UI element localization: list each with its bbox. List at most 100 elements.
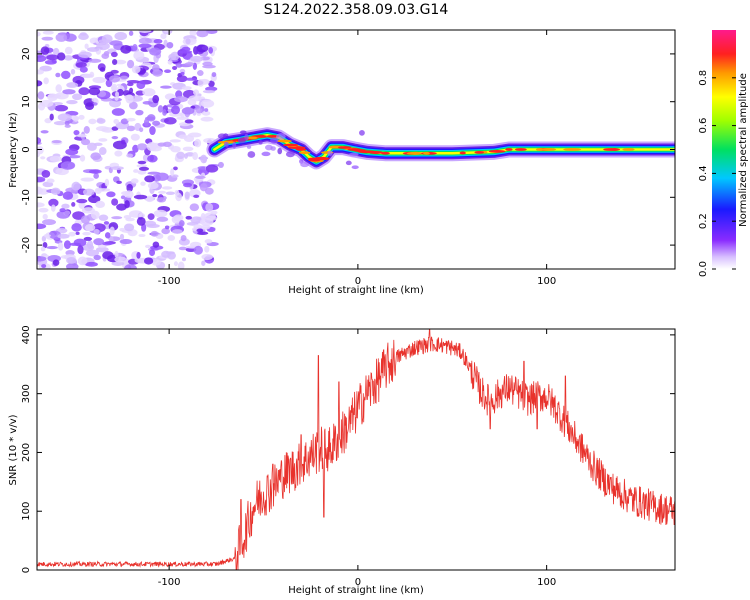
noise-blob	[204, 108, 209, 112]
noise-blob	[64, 120, 70, 126]
noise-blob	[153, 209, 168, 218]
noise-blob	[37, 202, 45, 208]
colorbar-tick-label: 0.4	[698, 165, 709, 181]
noise-blob	[155, 172, 169, 181]
noise-blob	[178, 134, 188, 140]
signal-hotspot	[298, 151, 311, 155]
noise-blob	[152, 94, 160, 104]
noise-blob	[205, 164, 219, 173]
signal-hotspot	[347, 148, 362, 151]
spectrogram-x-tick-label: -100	[158, 276, 181, 287]
noise-blob	[55, 84, 62, 93]
signal-side-blob	[300, 162, 310, 168]
noise-blob	[37, 55, 47, 63]
signal-hotspot	[540, 148, 557, 151]
snr-y-tick-label: 0	[21, 567, 32, 573]
noise-blob	[133, 194, 148, 200]
noise-blob	[149, 249, 156, 257]
signal-side-blob	[232, 141, 237, 149]
spectrogram-x-tick-label: 0	[355, 276, 361, 287]
noise-blob	[91, 97, 98, 102]
noise-blob	[190, 55, 204, 62]
noise-blob	[49, 113, 54, 121]
signal-side-blob	[239, 130, 247, 134]
noise-blob	[86, 142, 97, 151]
snr-line	[37, 329, 675, 570]
noise-blob	[66, 99, 78, 105]
noise-blob	[126, 59, 135, 69]
signal-side-blob	[277, 147, 283, 155]
noise-blob	[106, 191, 116, 198]
noise-blob	[57, 242, 64, 251]
noise-blob	[128, 30, 134, 36]
noise-blob	[76, 198, 88, 204]
noise-blob	[184, 62, 195, 66]
noise-blob	[165, 191, 175, 196]
signal-side-blob	[261, 151, 271, 157]
noise-blob	[130, 133, 140, 141]
noise-blob	[57, 52, 66, 61]
snr-frame	[36, 328, 676, 571]
noise-blob	[176, 75, 188, 83]
noise-blob	[181, 107, 195, 115]
noise-blob	[37, 137, 42, 144]
noise-blob	[75, 62, 87, 68]
snr-x-tick-label: 0	[355, 577, 361, 588]
noise-blob	[126, 125, 136, 132]
noise-blob	[82, 231, 91, 236]
colorbar-tick-label: 0.2	[698, 213, 709, 229]
noise-blob	[71, 93, 83, 101]
signal-side-blob	[270, 137, 279, 144]
noise-blob	[202, 89, 216, 94]
noise-blob	[136, 217, 146, 226]
signal-hotspot	[283, 143, 299, 147]
noise-blob	[157, 190, 167, 194]
noise-region	[37, 30, 220, 269]
signal-side-blob	[285, 151, 295, 158]
noise-blob	[78, 51, 92, 58]
noise-blob	[82, 188, 95, 196]
noise-blob	[175, 63, 183, 68]
colorbar-tick-label: 0.8	[698, 70, 709, 86]
noise-blob	[66, 256, 77, 264]
noise-blob	[119, 239, 133, 245]
noise-blob	[115, 91, 120, 98]
noise-blob	[137, 169, 147, 175]
noise-blob	[120, 139, 126, 145]
noise-blob	[98, 214, 109, 221]
noise-blob	[57, 113, 72, 122]
noise-blob	[133, 169, 139, 173]
noise-blob	[93, 238, 105, 246]
noise-blob	[66, 262, 79, 269]
noise-blob	[88, 87, 101, 96]
noise-blob	[195, 107, 203, 114]
noise-blob	[37, 186, 43, 195]
noise-blob	[124, 190, 134, 198]
noise-blob	[157, 142, 167, 147]
spectrogram-y-ticks: -20 -10 0 10 20	[21, 48, 675, 253]
noise-blob	[164, 69, 172, 73]
noise-blob	[145, 195, 154, 203]
noise-blob	[124, 200, 130, 209]
noise-blob	[42, 213, 48, 220]
noise-blob	[174, 96, 188, 103]
noise-blob	[52, 259, 60, 266]
noise-blob	[147, 213, 155, 221]
noise-blob	[41, 36, 54, 41]
noise-blob	[136, 143, 148, 151]
noise-blob	[95, 246, 109, 253]
noise-blob	[156, 216, 169, 222]
noise-blob	[136, 251, 141, 259]
noise-blob	[200, 99, 215, 108]
snr-x-tick-label: -100	[158, 577, 181, 588]
noise-blob	[79, 154, 86, 162]
noise-blob	[96, 118, 106, 124]
noise-blob	[170, 168, 175, 177]
noise-blob	[189, 203, 200, 212]
spectrogram-y-label: Frequency (Hz)	[8, 112, 19, 188]
noise-blob	[173, 166, 178, 171]
noise-blob	[146, 114, 156, 122]
noise-blob	[51, 140, 62, 144]
snr-y-label: SNR (10 * v/v)	[8, 414, 19, 485]
